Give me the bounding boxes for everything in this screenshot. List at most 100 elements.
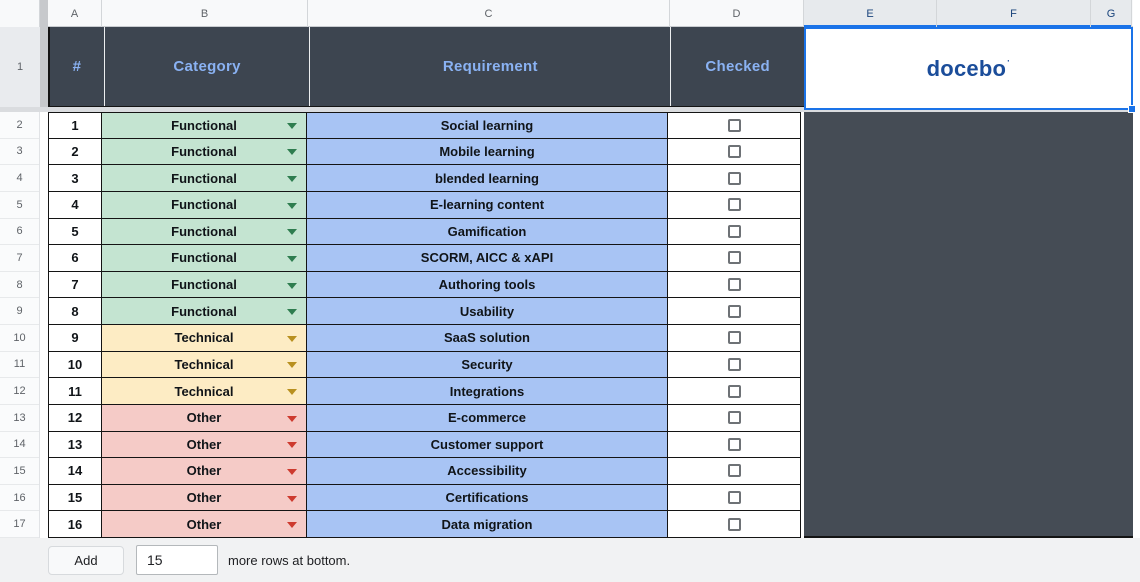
row-header[interactable]: 6 [0, 219, 39, 246]
dropdown-arrow-icon[interactable] [287, 202, 297, 209]
checked-cell[interactable] [667, 190, 801, 219]
dropdown-arrow-icon[interactable] [287, 362, 297, 369]
column-header-e[interactable]: E [804, 0, 937, 27]
dropdown-arrow-icon[interactable] [287, 123, 297, 130]
number-cell[interactable]: 8 [48, 297, 102, 325]
checked-cell[interactable] [667, 217, 801, 246]
checked-cell[interactable] [667, 297, 801, 325]
row-header[interactable]: 3 [0, 139, 39, 166]
dropdown-arrow-icon[interactable] [287, 229, 297, 236]
row-header[interactable]: 15 [0, 458, 39, 485]
frozen-pane-horizontal-bar[interactable] [0, 107, 1133, 112]
header-cell-category[interactable]: Category [103, 27, 310, 106]
checkbox-icon[interactable] [727, 251, 741, 265]
number-cell[interactable]: 11 [48, 377, 102, 405]
row-header[interactable]: 16 [0, 485, 39, 512]
column-header-b[interactable]: B [102, 0, 308, 27]
number-cell[interactable]: 14 [48, 457, 102, 485]
checkbox-icon[interactable] [727, 384, 741, 398]
checkbox-icon[interactable] [727, 278, 741, 292]
checkbox-icon[interactable] [727, 144, 741, 158]
number-cell[interactable]: 10 [48, 350, 102, 379]
checked-cell[interactable] [667, 403, 801, 432]
category-cell[interactable]: Functional [101, 297, 307, 325]
row-header[interactable]: 10 [0, 325, 39, 352]
checked-cell[interactable] [667, 430, 801, 459]
checkbox-icon[interactable] [727, 304, 741, 318]
column-header-f[interactable]: F [937, 0, 1091, 27]
requirement-cell[interactable]: E-learning content [306, 190, 668, 219]
category-cell[interactable]: Functional [101, 112, 307, 139]
checked-cell[interactable] [667, 377, 801, 405]
checked-cell[interactable] [667, 483, 801, 512]
checkbox-icon[interactable] [727, 411, 741, 425]
column-header-d[interactable]: D [670, 0, 804, 27]
dropdown-arrow-icon[interactable] [287, 255, 297, 262]
dropdown-arrow-icon[interactable] [287, 415, 297, 422]
dropdown-arrow-icon[interactable] [287, 442, 297, 449]
row-header[interactable]: 11 [0, 352, 39, 379]
number-cell[interactable]: 4 [48, 190, 102, 219]
dropdown-arrow-icon[interactable] [287, 176, 297, 183]
requirement-cell[interactable]: Gamification [306, 217, 668, 246]
header-cell-requirement[interactable]: Requirement [309, 27, 671, 106]
requirement-cell[interactable]: Integrations [306, 377, 668, 405]
category-cell[interactable]: Other [101, 430, 307, 459]
category-cell[interactable]: Functional [101, 190, 307, 219]
number-cell[interactable]: 5 [48, 217, 102, 246]
header-cell-number[interactable]: # [50, 27, 104, 106]
checkbox-icon[interactable] [727, 437, 741, 451]
category-cell[interactable]: Other [101, 510, 307, 538]
row-header[interactable]: 5 [0, 192, 39, 219]
category-cell[interactable]: Functional [101, 137, 307, 166]
checked-cell[interactable] [667, 324, 801, 352]
requirement-cell[interactable]: Certifications [306, 483, 668, 512]
checkbox-icon[interactable] [727, 491, 741, 505]
requirement-cell[interactable]: Social learning [306, 112, 668, 139]
number-cell[interactable]: 15 [48, 483, 102, 512]
category-cell[interactable]: Functional [101, 270, 307, 299]
number-cell[interactable]: 2 [48, 137, 102, 166]
add-rows-button[interactable]: Add [48, 545, 124, 575]
checkbox-icon[interactable] [727, 331, 741, 345]
category-cell[interactable]: Functional [101, 164, 307, 192]
number-cell[interactable]: 6 [48, 244, 102, 272]
row-header[interactable]: 9 [0, 298, 39, 325]
dropdown-arrow-icon[interactable] [287, 522, 297, 529]
checked-cell[interactable] [667, 112, 801, 139]
row-header[interactable]: 8 [0, 272, 39, 299]
checkbox-icon[interactable] [727, 118, 741, 132]
checked-cell[interactable] [667, 510, 801, 538]
category-cell[interactable]: Functional [101, 244, 307, 272]
requirement-cell[interactable]: SCORM, AICC & xAPI [306, 244, 668, 272]
row-header[interactable]: 14 [0, 432, 39, 459]
dropdown-arrow-icon[interactable] [287, 389, 297, 396]
requirement-cell[interactable]: Mobile learning [306, 137, 668, 166]
frozen-pane-vertical-bar[interactable] [40, 0, 48, 112]
number-cell[interactable]: 12 [48, 403, 102, 432]
requirement-cell[interactable]: Accessibility [306, 457, 668, 485]
dropdown-arrow-icon[interactable] [287, 309, 297, 316]
category-cell[interactable]: Technical [101, 350, 307, 379]
selected-logo-cell[interactable]: docebo· [804, 27, 1133, 110]
checkbox-icon[interactable] [727, 171, 741, 185]
category-cell[interactable]: Other [101, 403, 307, 432]
selection-fill-handle[interactable] [1128, 105, 1136, 113]
requirement-cell[interactable]: Security [306, 350, 668, 379]
checkbox-icon[interactable] [727, 224, 741, 238]
checkbox-icon[interactable] [727, 357, 741, 371]
category-cell[interactable]: Functional [101, 217, 307, 246]
number-cell[interactable]: 13 [48, 430, 102, 459]
checked-cell[interactable] [667, 270, 801, 299]
row-header[interactable]: 4 [0, 165, 39, 192]
checked-cell[interactable] [667, 137, 801, 166]
requirement-cell[interactable]: Data migration [306, 510, 668, 538]
number-cell[interactable]: 3 [48, 164, 102, 192]
category-cell[interactable]: Technical [101, 377, 307, 405]
dropdown-arrow-icon[interactable] [287, 282, 297, 289]
row-header[interactable]: 2 [0, 112, 39, 139]
requirement-cell[interactable]: Usability [306, 297, 668, 325]
dropdown-arrow-icon[interactable] [287, 468, 297, 475]
rows-count-input[interactable] [136, 545, 218, 575]
select-all-corner[interactable] [0, 0, 40, 27]
